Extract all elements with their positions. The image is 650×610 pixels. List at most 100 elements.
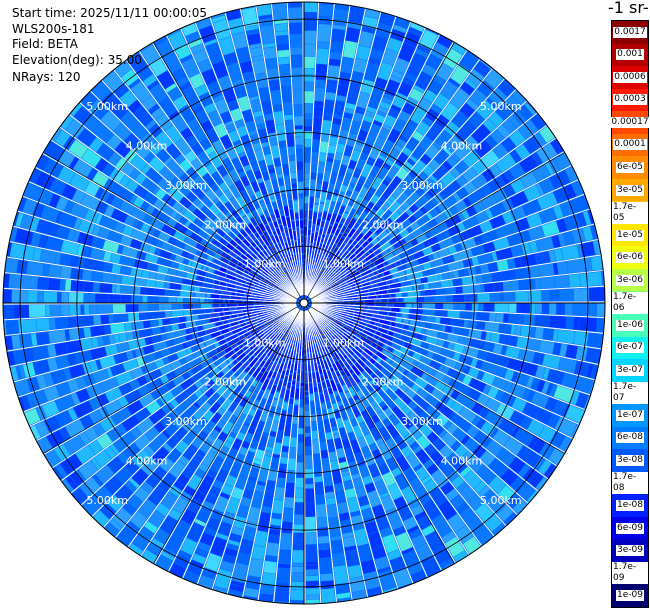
- data-cell: [339, 71, 351, 80]
- data-cell: [265, 555, 278, 562]
- range-ring-label: 4.00km: [441, 140, 483, 153]
- data-cell: [500, 392, 516, 407]
- data-cell: [23, 245, 35, 260]
- data-cell: [381, 404, 389, 411]
- data-cell: [154, 350, 163, 360]
- data-cell: [180, 378, 194, 390]
- data-cell: [451, 326, 456, 334]
- data-cell: [111, 263, 122, 274]
- data-cell: [79, 431, 91, 446]
- data-cell: [287, 200, 294, 209]
- data-cell: [418, 423, 433, 438]
- data-cell: [518, 119, 539, 140]
- data-cell: [305, 455, 313, 469]
- data-cell: [348, 398, 357, 409]
- data-cell: [249, 340, 260, 350]
- data-cell: [330, 124, 341, 138]
- data-cell: [272, 262, 280, 272]
- data-cell: [518, 104, 533, 120]
- data-cell: [117, 244, 124, 255]
- data-cell: [470, 245, 485, 257]
- data-cell: [304, 44, 316, 57]
- data-cell: [159, 364, 173, 376]
- data-cell: [394, 388, 406, 399]
- data-cell: [377, 341, 384, 348]
- data-cell: [422, 246, 434, 256]
- data-cell: [355, 486, 367, 498]
- data-cell: [261, 431, 270, 438]
- data-cell: [282, 435, 290, 447]
- data-cell: [434, 316, 441, 324]
- data-cell: [218, 204, 227, 212]
- data-cell: [115, 274, 123, 284]
- data-cell: [304, 248, 307, 253]
- data-cell: [297, 181, 304, 194]
- data-cell: [259, 360, 266, 368]
- data-cell: [288, 228, 294, 240]
- data-cell: [455, 175, 468, 187]
- colorbar-tick-label: 0.0017: [613, 26, 647, 38]
- data-cell: [211, 15, 226, 23]
- data-cell: [357, 358, 366, 368]
- data-cell: [422, 268, 436, 277]
- data-cell: [337, 236, 346, 248]
- data-cell: [304, 237, 307, 247]
- data-cell: [341, 470, 350, 476]
- data-cell: [298, 193, 304, 198]
- data-cell: [503, 334, 511, 346]
- colorbar-tick-label: 0.0006: [613, 71, 647, 83]
- data-cell: [529, 472, 544, 488]
- data-cell: [495, 355, 510, 368]
- data-cell: [284, 114, 294, 121]
- data-cell: [114, 407, 132, 423]
- data-cell: [245, 479, 256, 491]
- data-cell: [3, 289, 12, 303]
- data-cell: [83, 373, 96, 387]
- data-cell: [481, 194, 498, 209]
- data-cell: [521, 448, 541, 468]
- data-cell: [242, 283, 250, 289]
- colorbar-tick-5: 0.0001: [612, 133, 648, 157]
- data-cell: [73, 106, 92, 124]
- data-cell: [220, 256, 230, 265]
- data-cell: [92, 474, 104, 487]
- data-cell: [311, 270, 315, 277]
- data-cell: [340, 225, 347, 234]
- data-cell: [47, 357, 58, 372]
- data-cell: [472, 303, 479, 311]
- data-cell: [90, 346, 107, 360]
- data-cell: [394, 421, 410, 438]
- data-cell: [292, 74, 303, 90]
- data-cell: [158, 296, 169, 303]
- data-cell: [414, 486, 427, 498]
- data-cell: [474, 140, 493, 158]
- data-cell: [443, 420, 452, 430]
- data-cell: [347, 564, 363, 579]
- data-cell: [127, 52, 149, 75]
- data-cell: [97, 336, 104, 347]
- data-cell: [317, 285, 322, 291]
- data-cell: [187, 499, 202, 514]
- data-cell: [345, 102, 356, 110]
- data-cell: [331, 469, 343, 485]
- data-cell: [170, 359, 182, 370]
- data-cell: [126, 400, 144, 415]
- data-cell: [431, 490, 448, 507]
- data-cell: [222, 290, 231, 296]
- data-cell: [76, 388, 90, 403]
- data-cell: [304, 204, 309, 210]
- data-cell: [442, 160, 453, 171]
- data-cell: [344, 205, 352, 214]
- data-cell: [162, 442, 173, 453]
- data-cell: [163, 303, 172, 311]
- data-cell: [148, 368, 163, 381]
- data-cell: [264, 113, 274, 121]
- data-cell: [10, 366, 19, 381]
- data-cell: [158, 432, 169, 443]
- data-cell: [67, 228, 75, 241]
- data-cell: [263, 210, 270, 217]
- data-cell: [333, 391, 340, 396]
- data-cell: [330, 272, 336, 279]
- data-cell: [49, 193, 61, 208]
- data-cell: [195, 242, 209, 253]
